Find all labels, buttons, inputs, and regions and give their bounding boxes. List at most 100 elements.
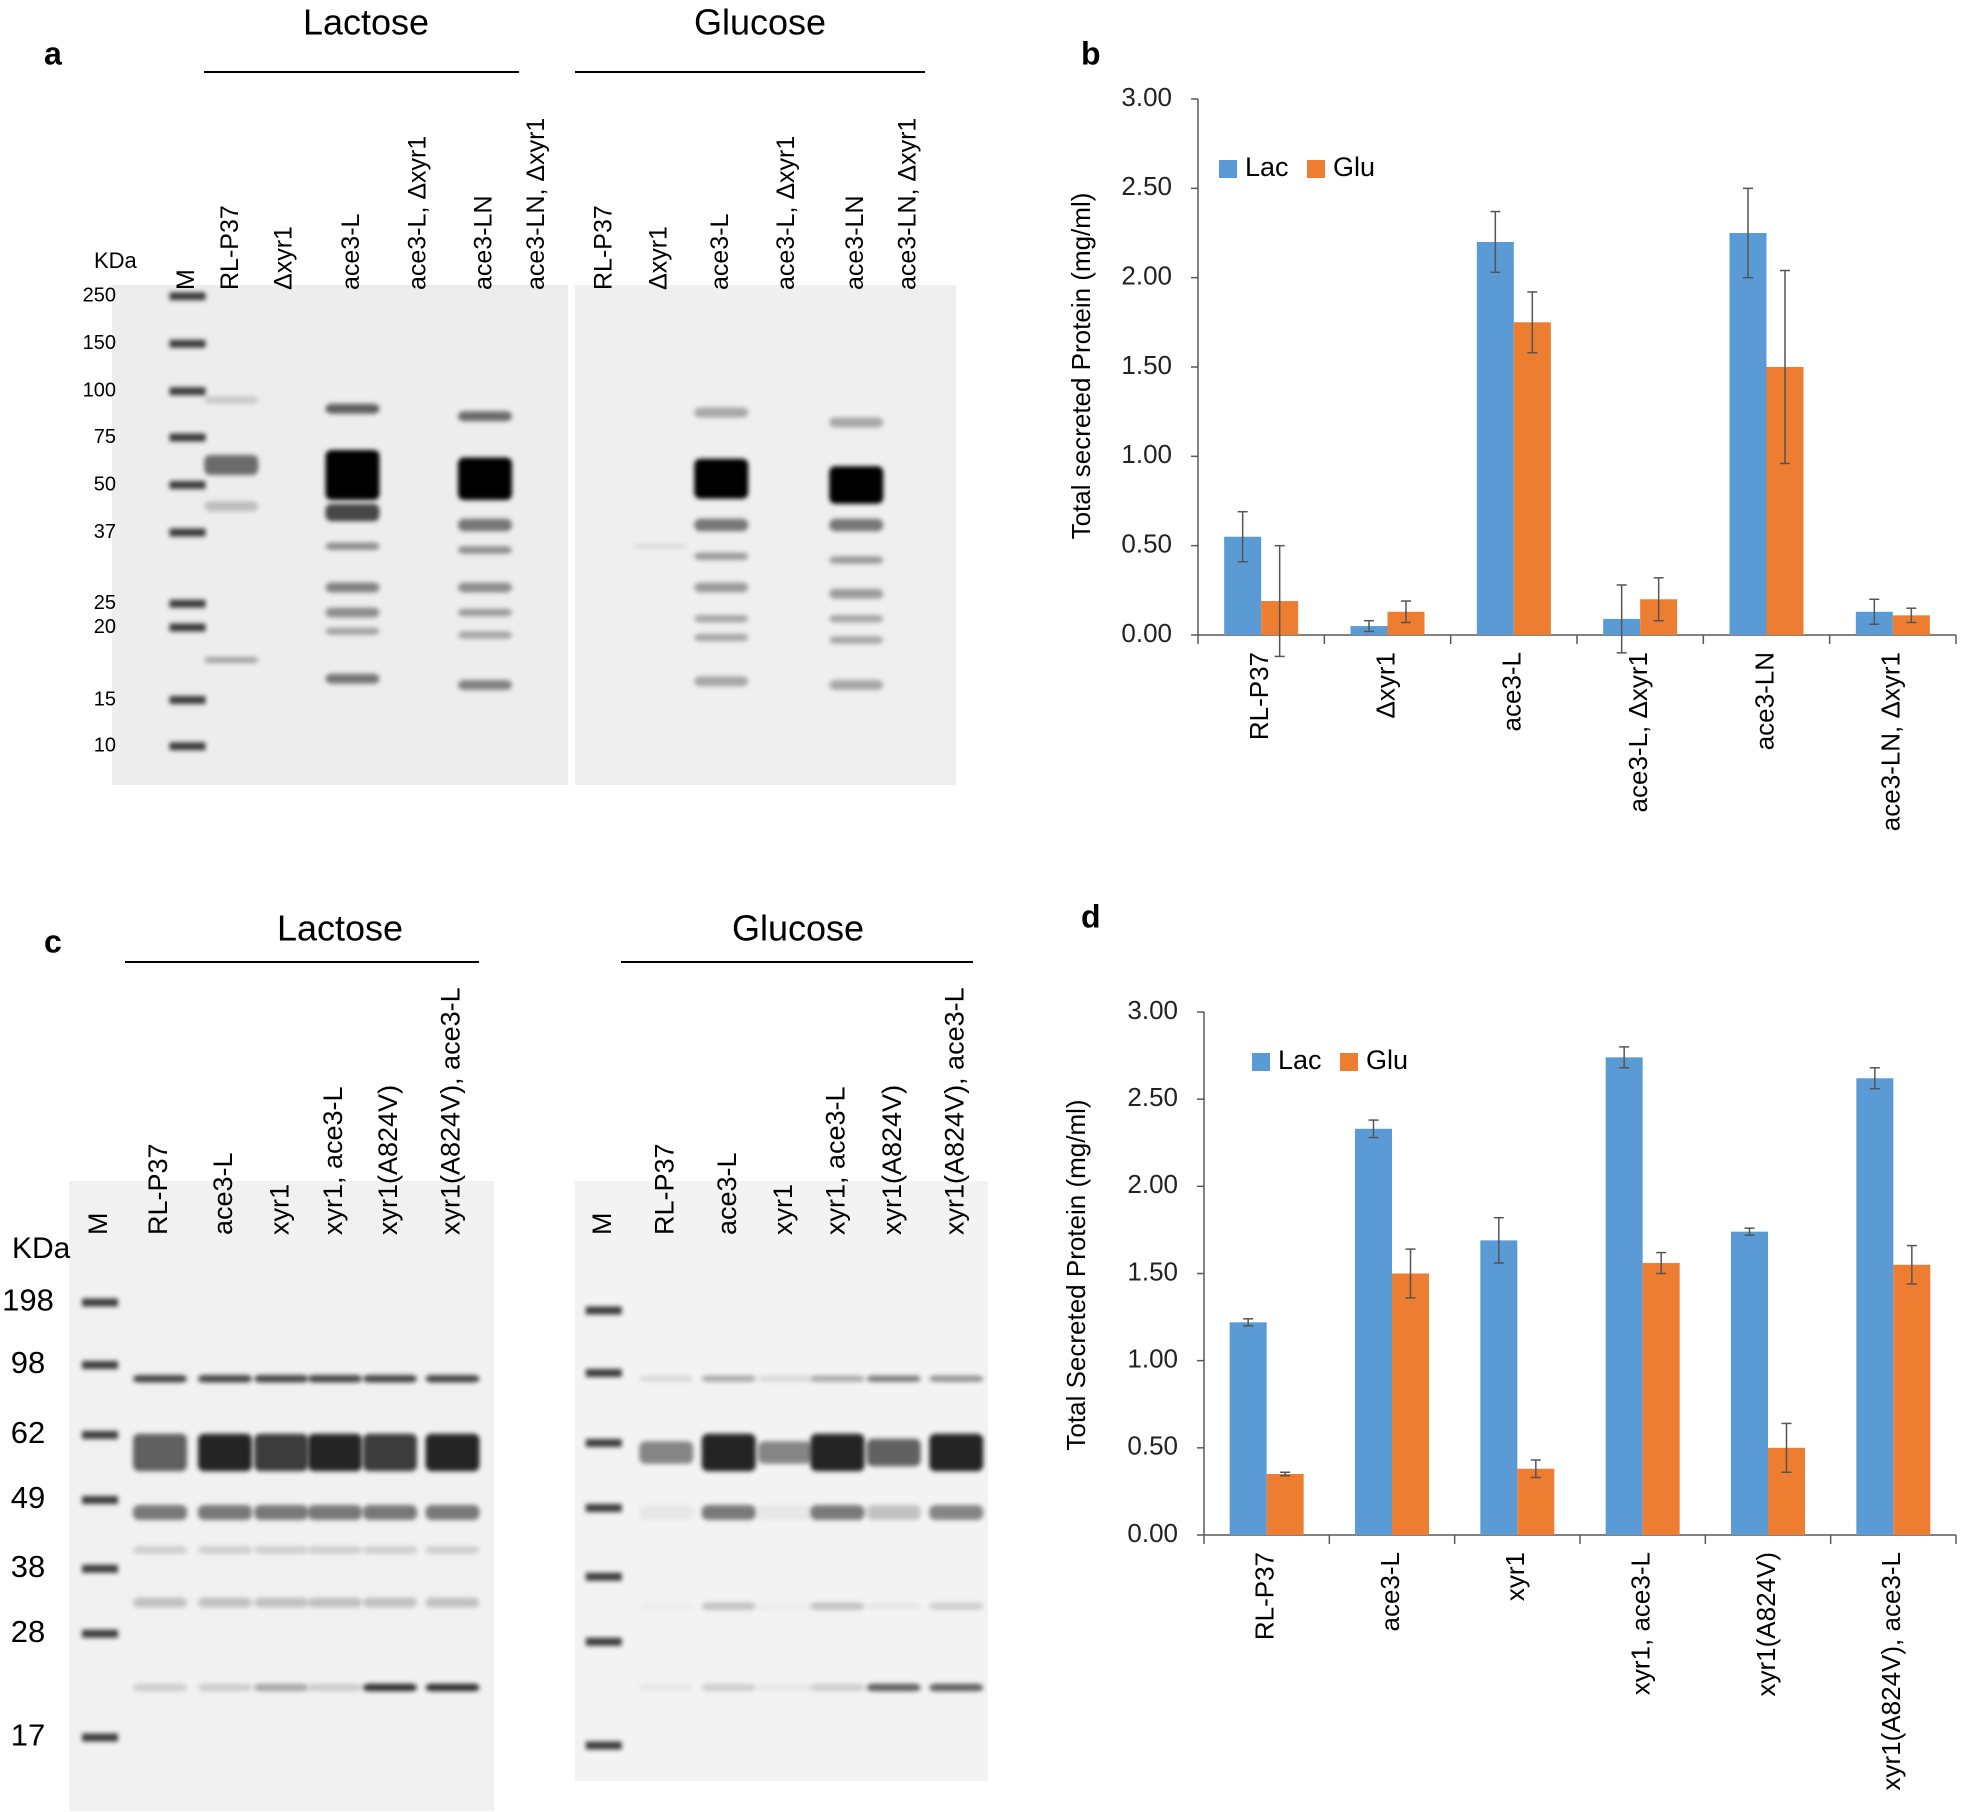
gel-band (639, 1505, 694, 1520)
gel-band (810, 1683, 865, 1692)
ladder-band (585, 1637, 622, 1646)
marker-size: 198 (2, 1283, 54, 1318)
ladder-band (82, 1431, 118, 1439)
marker-size: 250 (83, 285, 116, 307)
gel-band (425, 1505, 480, 1520)
gel-band (204, 656, 259, 664)
gel-band (929, 1505, 984, 1520)
gel-band (810, 1375, 865, 1382)
lane-label: ace3-L (712, 1152, 742, 1235)
gel-band (639, 1441, 694, 1464)
gel-band (325, 627, 380, 635)
lane-label: ace3-LN (841, 196, 869, 291)
lane-label: xyr1(A824V) (373, 1085, 403, 1235)
condition-label: Glucose (732, 908, 864, 949)
legend-swatch (1340, 1053, 1358, 1071)
panel-label: b (1081, 35, 1101, 71)
marker-size: 25 (94, 592, 116, 614)
gel-band (133, 1546, 187, 1554)
gel-band (694, 518, 749, 532)
lane-label: M (587, 1213, 617, 1236)
gel-band (308, 1683, 362, 1692)
ladder-band (585, 1741, 622, 1750)
panel-label: d (1081, 898, 1101, 934)
gel-band (198, 1546, 252, 1554)
marker-size: 100 (83, 380, 116, 402)
gel-band (363, 1546, 417, 1554)
bar (1605, 1057, 1643, 1535)
gel-band (829, 556, 884, 564)
gel-band (363, 1433, 417, 1472)
lane-label: xyr1 (768, 1184, 798, 1235)
gel-band (363, 1375, 417, 1383)
gel-band (694, 407, 749, 418)
lane-label: xyr1, ace3-L (821, 1086, 851, 1235)
ladder-band (585, 1369, 622, 1377)
gel-band (325, 607, 380, 618)
gel-band (308, 1546, 362, 1554)
gel-band (694, 458, 749, 499)
gel-band (325, 582, 380, 593)
gel-band (829, 680, 884, 690)
ladder-band (585, 1572, 622, 1581)
lane-label: ace3-L (208, 1152, 238, 1235)
gel-band (810, 1602, 865, 1610)
gel-band (829, 588, 884, 599)
marker-size: 75 (94, 426, 116, 448)
ladder-band (169, 433, 206, 442)
x-tick-label: ace3-L (1497, 652, 1527, 732)
gel-band (458, 546, 512, 554)
bar (1387, 611, 1425, 635)
gel-band (254, 1683, 309, 1692)
gel-band (363, 1683, 417, 1692)
gel-band (325, 542, 380, 550)
gel-band (829, 417, 884, 428)
x-tick-label: xyr1 (1500, 1552, 1530, 1601)
gel-band (701, 1602, 756, 1610)
panel-label: a (44, 35, 62, 71)
ladder-band (169, 481, 206, 489)
marker-size: 38 (11, 1549, 45, 1584)
lane-label: xyr1(A824V), ace3-L (436, 987, 466, 1235)
x-tick-label: ace3-LN, Δxyr1 (1876, 652, 1906, 831)
ladder-band (169, 696, 206, 704)
lane-label: RL-P37 (143, 1143, 173, 1235)
gel-band (701, 1433, 756, 1472)
gel-band (458, 631, 512, 639)
marker-size: 49 (11, 1480, 45, 1515)
ladder-band (169, 623, 206, 632)
lane-label: xyr1(A824V), ace3-L (939, 987, 969, 1235)
y-tick-label: 3.00 (1121, 82, 1172, 112)
ladder-band (82, 1496, 118, 1504)
x-tick-label: ace3-L, Δxyr1 (1623, 652, 1653, 812)
y-tick-label: 0.00 (1127, 1518, 1178, 1548)
bar (1856, 1078, 1894, 1535)
gel-band (308, 1433, 362, 1472)
gel-band (810, 1433, 865, 1472)
gel-band (758, 1683, 812, 1692)
gel-band (639, 1375, 694, 1382)
unit-label: KDa (94, 248, 138, 273)
ladder-band (82, 1564, 118, 1573)
x-tick-label: RL-P37 (1244, 652, 1274, 740)
x-tick-label: xyr1, ace3-L (1626, 1552, 1656, 1695)
gel-band (133, 1433, 187, 1472)
condition-label: Lactose (303, 2, 429, 43)
bar (1476, 241, 1514, 635)
gel-image (575, 1181, 988, 1781)
ladder-band (82, 1298, 118, 1307)
gel-band (694, 676, 749, 687)
gel-band (198, 1433, 252, 1472)
panel-label: c (44, 923, 62, 959)
x-tick-label: RL-P37 (1250, 1552, 1280, 1640)
marker-size: 10 (94, 735, 116, 757)
bar (1392, 1273, 1429, 1535)
gel-band (308, 1505, 362, 1520)
gel-image (575, 285, 956, 785)
gel-band (254, 1433, 309, 1472)
unit-label: KDa (12, 1232, 71, 1265)
gel-band (829, 466, 884, 504)
gel-band (254, 1597, 309, 1608)
gel-band (425, 1597, 480, 1608)
